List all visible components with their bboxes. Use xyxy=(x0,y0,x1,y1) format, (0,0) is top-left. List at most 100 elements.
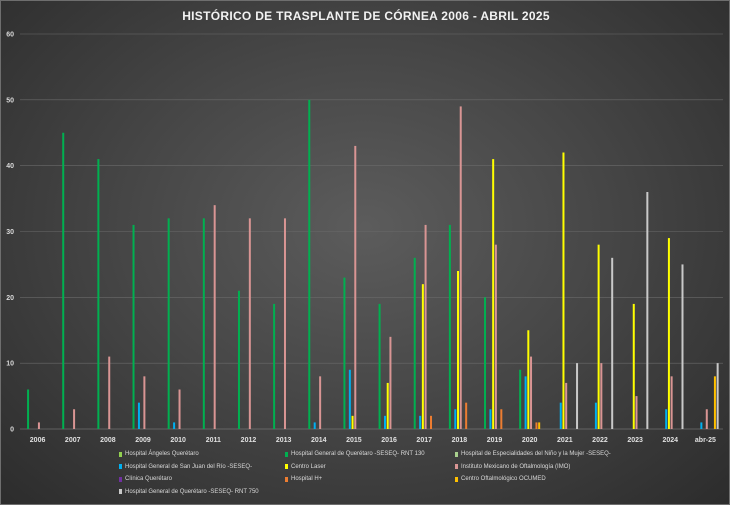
bar xyxy=(597,244,600,429)
legend-item: Centro Laser xyxy=(285,464,326,470)
bar xyxy=(535,422,538,429)
x-tick-label: 2015 xyxy=(346,437,362,444)
x-tick-label: 2020 xyxy=(522,437,538,444)
bar xyxy=(484,297,487,429)
bar xyxy=(500,409,503,429)
bar xyxy=(283,218,286,429)
bar xyxy=(465,402,468,429)
legend-item: Clínica Querétaro xyxy=(119,476,172,482)
legend-label: Hospital General de Querétaro -SESEQ- RN… xyxy=(125,488,259,495)
bar xyxy=(27,389,30,429)
y-tick-label: 10 xyxy=(6,361,14,368)
bar xyxy=(386,382,389,429)
y-tick-label: 60 xyxy=(6,32,14,39)
legend-swatch xyxy=(455,464,458,469)
bar xyxy=(378,303,381,429)
legend-label: Centro Laser xyxy=(291,463,326,470)
bar xyxy=(413,257,416,429)
legend-item: Instituto Mexicano de Oftalmología (IMO) xyxy=(455,464,570,470)
bar xyxy=(97,159,100,430)
x-tick-label: 2017 xyxy=(416,437,432,444)
bar xyxy=(565,382,568,429)
bar xyxy=(576,363,579,429)
bar xyxy=(594,402,597,429)
bar xyxy=(248,218,251,429)
bar xyxy=(343,277,346,429)
bar xyxy=(213,205,216,429)
bar xyxy=(705,409,708,429)
legend-swatch xyxy=(455,451,458,457)
bar xyxy=(667,238,670,429)
bar xyxy=(448,224,451,429)
bar xyxy=(454,409,457,429)
bar xyxy=(492,159,495,430)
bar xyxy=(308,99,311,429)
x-tick-label: 2006 xyxy=(30,437,46,444)
legend-swatch xyxy=(119,451,122,457)
legend-item: Centro Oftalmológico OCUMED xyxy=(455,476,546,482)
bar xyxy=(143,376,146,429)
bar xyxy=(681,264,684,429)
legend-label: Clínica Querétaro xyxy=(125,476,173,482)
bar xyxy=(559,402,562,429)
bar xyxy=(132,224,135,429)
bar xyxy=(600,363,603,429)
x-tick-label: 2012 xyxy=(241,437,257,444)
bar xyxy=(173,422,176,429)
x-tick-label: 2008 xyxy=(100,437,116,444)
bar xyxy=(519,369,522,429)
legend-item: Hospital H+ xyxy=(285,476,322,482)
legend-label: Hospital General de Querétaro -SESEQ- RN… xyxy=(291,451,425,457)
x-tick-label: 2018 xyxy=(452,437,468,444)
x-tick-label: 2014 xyxy=(311,437,327,444)
bar xyxy=(167,218,170,429)
x-tick-label: 2019 xyxy=(487,437,503,444)
bar xyxy=(457,271,460,429)
legend-label: Hospital de Especialidades del Niño y la… xyxy=(461,451,611,457)
bar xyxy=(430,415,433,429)
bar xyxy=(713,376,716,429)
legend-swatch xyxy=(119,489,122,494)
legend-label: Hospital H+ xyxy=(291,476,323,482)
legend-label: Centro Oftalmológico OCUMED xyxy=(461,476,546,482)
bar xyxy=(524,376,527,429)
bar xyxy=(670,376,673,429)
bar xyxy=(419,415,422,429)
x-tick-label: abr-25 xyxy=(695,437,716,444)
legend-swatch xyxy=(455,476,458,482)
x-tick-label: 2011 xyxy=(206,437,221,444)
bar xyxy=(530,356,533,429)
y-tick-label: 40 xyxy=(6,163,14,170)
bar xyxy=(562,152,565,429)
legend-item: Hospital General de Querétaro -SESEQ- RN… xyxy=(285,451,425,457)
bar xyxy=(646,192,649,429)
x-tick-label: 2016 xyxy=(381,437,397,444)
bar xyxy=(273,303,276,429)
bar xyxy=(319,376,322,429)
bar xyxy=(313,422,316,429)
legend-label: Hospital Ángeles Querétaro xyxy=(125,451,199,457)
bar xyxy=(178,389,181,429)
x-tick-label: 2021 xyxy=(557,437,573,444)
bar xyxy=(527,330,530,429)
bar xyxy=(421,284,424,429)
bar xyxy=(351,415,354,429)
bar xyxy=(716,363,719,429)
x-tick-label: 2023 xyxy=(627,437,643,444)
y-tick-label: 50 xyxy=(6,97,14,104)
legend-label: Hospital General de San Juan del Río -SE… xyxy=(125,463,253,470)
x-tick-label: 2009 xyxy=(135,437,151,444)
bar xyxy=(632,303,635,429)
x-tick-label: 2010 xyxy=(170,437,186,444)
legend-swatch xyxy=(285,451,288,457)
legend-item: Hospital General de San Juan del Río -SE… xyxy=(119,464,252,470)
bar xyxy=(489,409,492,429)
bar xyxy=(611,257,614,429)
bar xyxy=(62,132,65,429)
bar xyxy=(354,145,357,429)
bar xyxy=(424,224,427,429)
bar xyxy=(538,422,541,429)
legend-swatch xyxy=(285,464,288,469)
